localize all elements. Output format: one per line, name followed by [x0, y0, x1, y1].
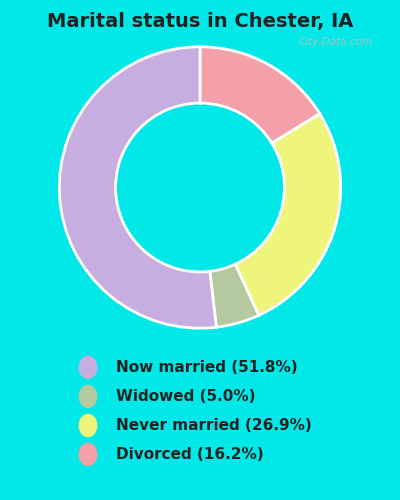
Wedge shape [210, 264, 259, 327]
Wedge shape [59, 47, 216, 328]
Text: Widowed (5.0%): Widowed (5.0%) [116, 389, 256, 404]
Wedge shape [235, 114, 341, 316]
Text: Marital status in Chester, IA: Marital status in Chester, IA [47, 12, 353, 32]
Text: Divorced (16.2%): Divorced (16.2%) [116, 447, 264, 462]
Text: Now married (51.8%): Now married (51.8%) [116, 360, 298, 375]
Wedge shape [200, 47, 320, 143]
Text: City-Data.com: City-Data.com [299, 37, 373, 47]
Text: Never married (26.9%): Never married (26.9%) [116, 418, 312, 433]
